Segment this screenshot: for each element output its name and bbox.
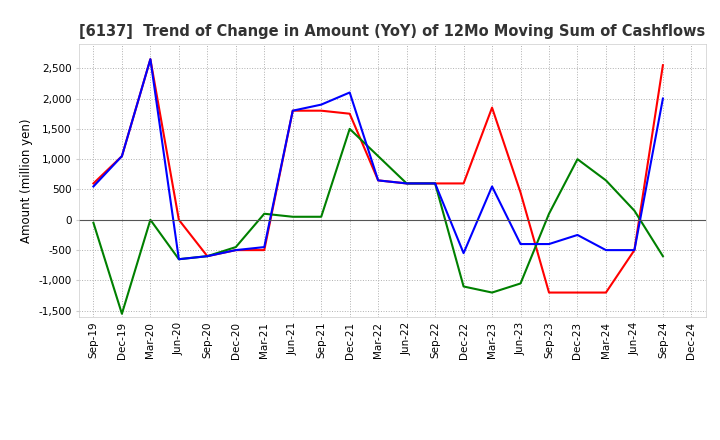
- Free Cashflow: [317, 102, 325, 107]
- Operating Cashflow: [374, 178, 382, 183]
- Operating Cashflow: [174, 217, 183, 223]
- Operating Cashflow: [431, 181, 439, 186]
- Operating Cashflow: [117, 154, 126, 159]
- Operating Cashflow: [487, 105, 496, 110]
- Free Cashflow: [289, 108, 297, 114]
- Operating Cashflow: [317, 108, 325, 114]
- Operating Cashflow: [545, 290, 554, 295]
- Title: [6137]  Trend of Change in Amount (YoY) of 12Mo Moving Sum of Cashflows: [6137] Trend of Change in Amount (YoY) o…: [79, 24, 706, 39]
- Investing Cashflow: [545, 211, 554, 216]
- Operating Cashflow: [203, 253, 212, 259]
- Free Cashflow: [659, 96, 667, 101]
- Free Cashflow: [232, 247, 240, 253]
- Investing Cashflow: [630, 208, 639, 213]
- Operating Cashflow: [402, 181, 411, 186]
- Free Cashflow: [203, 253, 212, 259]
- Free Cashflow: [573, 232, 582, 238]
- Free Cashflow: [260, 245, 269, 250]
- Investing Cashflow: [346, 126, 354, 132]
- Investing Cashflow: [260, 211, 269, 216]
- Operating Cashflow: [89, 181, 98, 186]
- Operating Cashflow: [260, 247, 269, 253]
- Operating Cashflow: [516, 190, 525, 195]
- Investing Cashflow: [289, 214, 297, 220]
- Free Cashflow: [545, 242, 554, 247]
- Investing Cashflow: [232, 245, 240, 250]
- Operating Cashflow: [289, 108, 297, 114]
- Free Cashflow: [174, 257, 183, 262]
- Free Cashflow: [602, 247, 611, 253]
- Operating Cashflow: [573, 290, 582, 295]
- Y-axis label: Amount (million yen): Amount (million yen): [19, 118, 32, 242]
- Investing Cashflow: [659, 253, 667, 259]
- Operating Cashflow: [630, 247, 639, 253]
- Free Cashflow: [374, 178, 382, 183]
- Investing Cashflow: [516, 281, 525, 286]
- Operating Cashflow: [659, 62, 667, 68]
- Free Cashflow: [630, 247, 639, 253]
- Operating Cashflow: [232, 247, 240, 253]
- Free Cashflow: [146, 56, 155, 62]
- Operating Cashflow: [602, 290, 611, 295]
- Free Cashflow: [459, 250, 468, 256]
- Investing Cashflow: [374, 154, 382, 159]
- Free Cashflow: [346, 90, 354, 95]
- Operating Cashflow: [459, 181, 468, 186]
- Investing Cashflow: [203, 253, 212, 259]
- Investing Cashflow: [317, 214, 325, 220]
- Operating Cashflow: [346, 111, 354, 116]
- Free Cashflow: [487, 184, 496, 189]
- Operating Cashflow: [146, 56, 155, 62]
- Free Cashflow: [516, 242, 525, 247]
- Investing Cashflow: [174, 257, 183, 262]
- Investing Cashflow: [602, 178, 611, 183]
- Investing Cashflow: [487, 290, 496, 295]
- Investing Cashflow: [402, 181, 411, 186]
- Investing Cashflow: [146, 217, 155, 223]
- Free Cashflow: [117, 154, 126, 159]
- Line: Investing Cashflow: Investing Cashflow: [94, 129, 663, 314]
- Investing Cashflow: [431, 181, 439, 186]
- Investing Cashflow: [117, 311, 126, 316]
- Investing Cashflow: [459, 284, 468, 289]
- Free Cashflow: [431, 181, 439, 186]
- Investing Cashflow: [573, 157, 582, 162]
- Investing Cashflow: [89, 220, 98, 225]
- Line: Operating Cashflow: Operating Cashflow: [94, 59, 663, 293]
- Line: Free Cashflow: Free Cashflow: [94, 59, 663, 259]
- Free Cashflow: [89, 184, 98, 189]
- Free Cashflow: [402, 181, 411, 186]
